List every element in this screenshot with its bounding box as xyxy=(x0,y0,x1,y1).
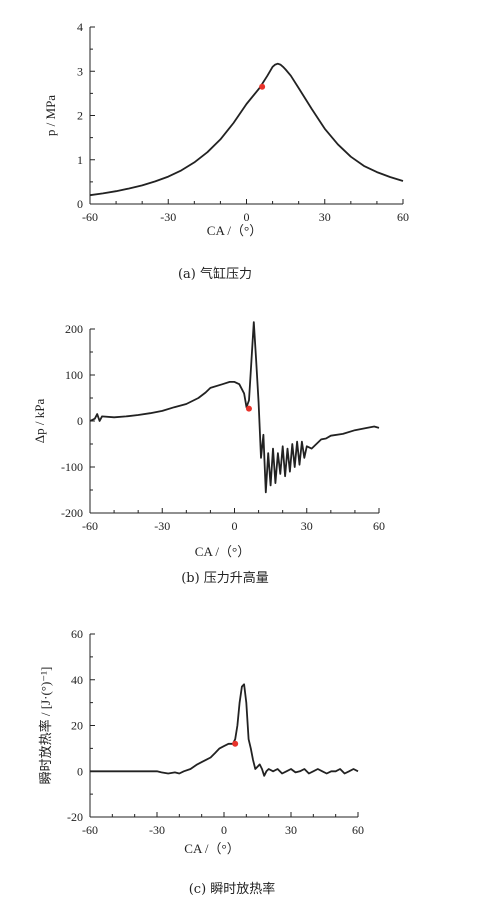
y-tick-label: 1 xyxy=(77,153,83,167)
x-axis-label: CA /（°） xyxy=(207,223,262,238)
series-line xyxy=(89,62,404,197)
x-tick-label: -30 xyxy=(160,210,176,224)
y-tick-label: 20 xyxy=(71,719,83,733)
caption-c: (c) 瞬时放热率 xyxy=(189,881,276,897)
panel-a-cylinder-pressure: -60 -30 0 30 60 0 1 2 3 4 CA /（°） p / MPa xyxy=(43,20,409,238)
x-tick-label: -60 xyxy=(82,210,98,224)
marker-point xyxy=(259,83,266,90)
x-tick-label: 60 xyxy=(352,823,364,837)
x-tick-label: -60 xyxy=(82,823,98,837)
y-tick-label: 0 xyxy=(77,764,83,778)
x-tick-label: 0 xyxy=(244,210,250,224)
caption-b: (b) 压力升高量 xyxy=(181,570,269,586)
series-line xyxy=(90,683,359,777)
x-tick-label: 0 xyxy=(232,519,238,533)
y-axis-label: p / MPa xyxy=(43,95,58,136)
y-axis-label: 瞬时放热率 / [J·(°)⁻¹] xyxy=(38,667,53,785)
x-tick-label: 60 xyxy=(373,519,385,533)
y-tick-label: -20 xyxy=(67,810,83,824)
marker-point xyxy=(245,405,252,412)
panel-b-pressure-rise: -60 -30 0 30 60 -200 -100 0 100 200 CA /（°） Δp / kP… xyxy=(32,321,385,559)
x-tick-label: 30 xyxy=(285,823,297,837)
y-tick-label: -100 xyxy=(61,460,83,474)
y-tick-label: -200 xyxy=(61,506,83,520)
x-tick-label: -60 xyxy=(82,519,98,533)
panel-c-heat-release-rate: -60 -30 0 30 60 -20 0 20 40 60 CA /（°） 瞬时放热率 / [J·(… xyxy=(38,627,364,856)
x-tick-label: 0 xyxy=(221,823,227,837)
y-tick-label: 3 xyxy=(77,64,83,78)
y-tick-label: 0 xyxy=(77,414,83,428)
x-tick-label: 30 xyxy=(301,519,313,533)
x-tick-label: -30 xyxy=(149,823,165,837)
y-tick-label: 4 xyxy=(77,20,83,34)
y-tick-label: 2 xyxy=(77,109,83,123)
marker-point xyxy=(232,740,239,747)
caption-a: (a) 气缸压力 xyxy=(178,266,252,282)
y-tick-label: 40 xyxy=(71,673,83,687)
x-axis-label: CA /（°） xyxy=(184,841,239,856)
y-tick-label: 100 xyxy=(65,368,83,382)
series-line xyxy=(89,321,380,494)
y-tick-label: 0 xyxy=(77,197,83,211)
x-tick-label: -30 xyxy=(154,519,170,533)
y-tick-label: 60 xyxy=(71,627,83,641)
x-tick-label: 60 xyxy=(397,210,409,224)
y-axis-label: Δp / kPa xyxy=(32,399,47,444)
x-tick-label: 30 xyxy=(319,210,331,224)
y-tick-label: 200 xyxy=(65,322,83,336)
x-axis-label: CA /（°） xyxy=(195,544,250,559)
